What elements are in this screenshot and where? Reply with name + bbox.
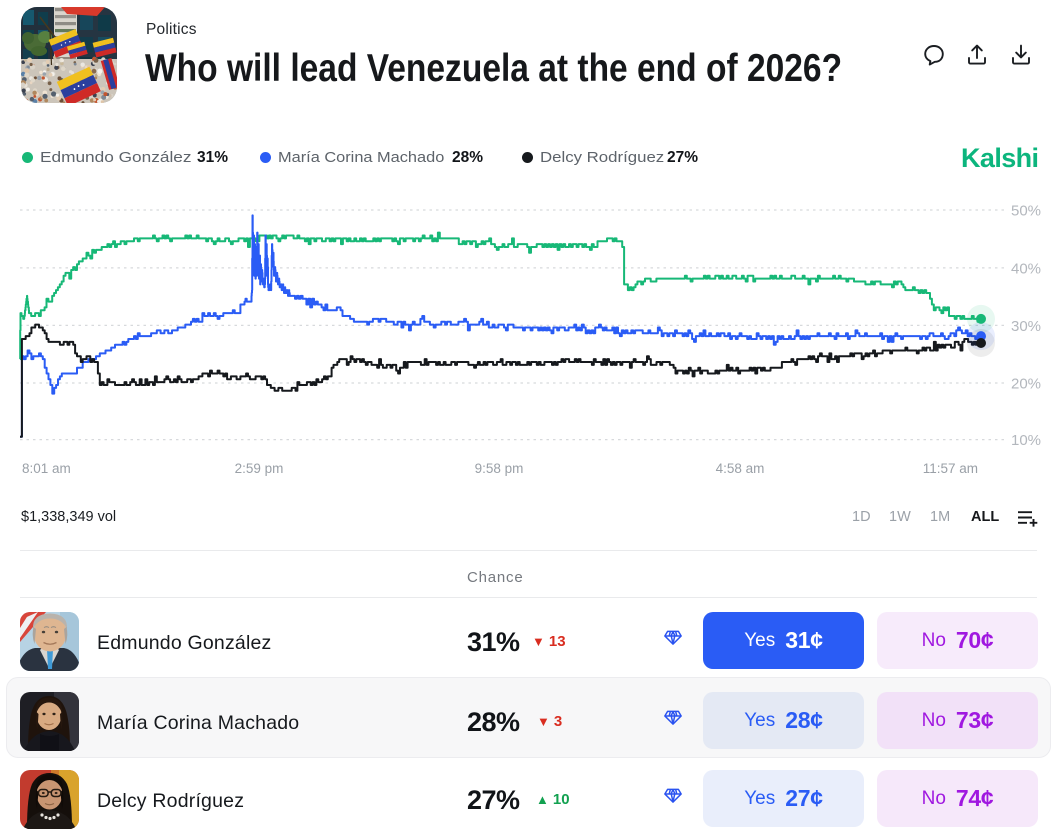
svg-text:10%: 10% (1011, 432, 1041, 449)
svg-text:40%: 40% (1011, 260, 1041, 277)
svg-text:50%: 50% (1011, 203, 1041, 220)
svg-text:8:01 am: 8:01 am (22, 461, 71, 476)
svg-text:9:58 pm: 9:58 pm (475, 461, 524, 476)
svg-text:30%: 30% (1011, 318, 1041, 335)
svg-text:11:57 am: 11:57 am (923, 461, 978, 476)
svg-text:4:58 am: 4:58 am (716, 461, 765, 476)
svg-text:2:59 pm: 2:59 pm (235, 461, 284, 476)
svg-text:20%: 20% (1011, 376, 1041, 393)
